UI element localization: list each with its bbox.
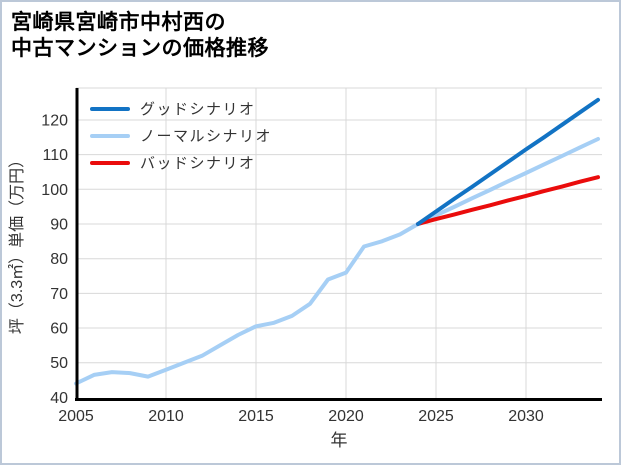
y-tick-label: 50	[50, 355, 68, 372]
x-tick-label: 2010	[148, 408, 184, 425]
normal-scenario-line-swatch	[90, 133, 130, 138]
y-tick-label: 60	[50, 321, 68, 338]
chart-title-line2: 中古マンションの価格推移	[11, 37, 269, 60]
x-tick-label: 2020	[328, 408, 364, 425]
y-tick-label: 100	[41, 182, 68, 199]
chart-title: 宮崎県宮崎市中村西の 中古マンションの価格推移	[11, 10, 269, 62]
x-tick-label: 2015	[238, 408, 274, 425]
y-axis-title: 坪（3.3㎡）単価（万円）	[8, 152, 26, 334]
legend-item-good: グッドシナリオ	[90, 95, 272, 122]
chart-title-line1: 宮崎県宮崎市中村西の	[11, 11, 226, 34]
series-line-good	[416, 97, 600, 226]
x-axis-title: 年	[331, 431, 348, 450]
x-tick-label: 2005	[58, 408, 94, 425]
series-line-bad	[416, 175, 600, 226]
y-tick-label: 110	[42, 147, 68, 164]
legend-label-bad: バッドシナリオ	[140, 155, 256, 172]
legend-item-normal: ノーマルシナリオ	[90, 122, 272, 149]
legend-label-normal: ノーマルシナリオ	[140, 128, 273, 145]
series-line-history	[74, 222, 420, 386]
legend-label-good: グッドシナリオ	[140, 101, 256, 118]
legend-item-bad: バッドシナリオ	[90, 149, 272, 176]
good-scenario-line-swatch	[90, 106, 130, 111]
series-line-normal	[416, 137, 600, 226]
x-tick-label: 2025	[418, 408, 454, 425]
x-tick-label: 2030	[508, 408, 544, 425]
y-tick-label: 90	[50, 217, 68, 234]
y-tick-label: 80	[50, 251, 68, 268]
bad-scenario-line-swatch	[90, 160, 130, 165]
y-tick-label: 40	[50, 390, 68, 407]
y-tick-label: 120	[41, 113, 68, 130]
chart-legend: グッドシナリオ ノーマルシナリオ バッドシナリオ	[90, 95, 272, 176]
y-tick-label: 70	[50, 286, 68, 303]
